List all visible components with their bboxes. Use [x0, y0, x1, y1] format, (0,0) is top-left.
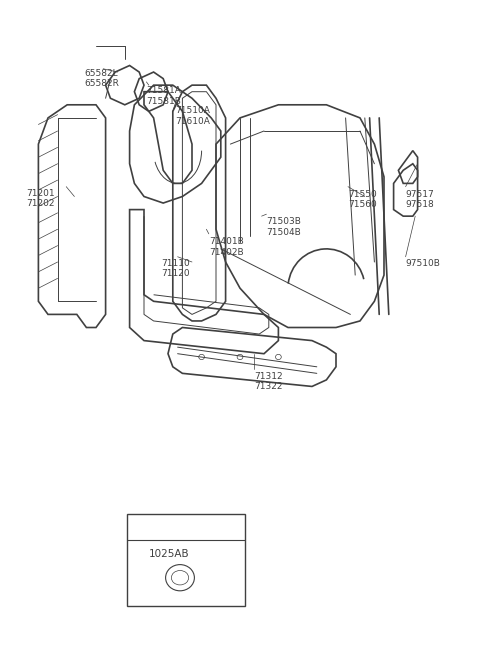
Text: 71312
71322: 71312 71322: [254, 372, 283, 392]
Text: 71581A
71581B: 71581A 71581B: [146, 86, 181, 106]
Text: 97517
97518: 97517 97518: [406, 190, 434, 210]
Text: 71110
71120: 71110 71120: [161, 259, 190, 278]
Text: 97510B: 97510B: [406, 259, 441, 268]
Text: 71510A
71610A: 71510A 71610A: [175, 106, 210, 126]
Text: 71550
71560: 71550 71560: [348, 190, 377, 210]
Text: 71401B
71402B: 71401B 71402B: [209, 237, 243, 257]
Text: 71503B
71504B: 71503B 71504B: [266, 217, 301, 237]
Text: 65582L
65582R: 65582L 65582R: [84, 69, 119, 88]
Text: 71201
71202: 71201 71202: [26, 189, 55, 208]
Text: 1025AB: 1025AB: [149, 549, 190, 559]
